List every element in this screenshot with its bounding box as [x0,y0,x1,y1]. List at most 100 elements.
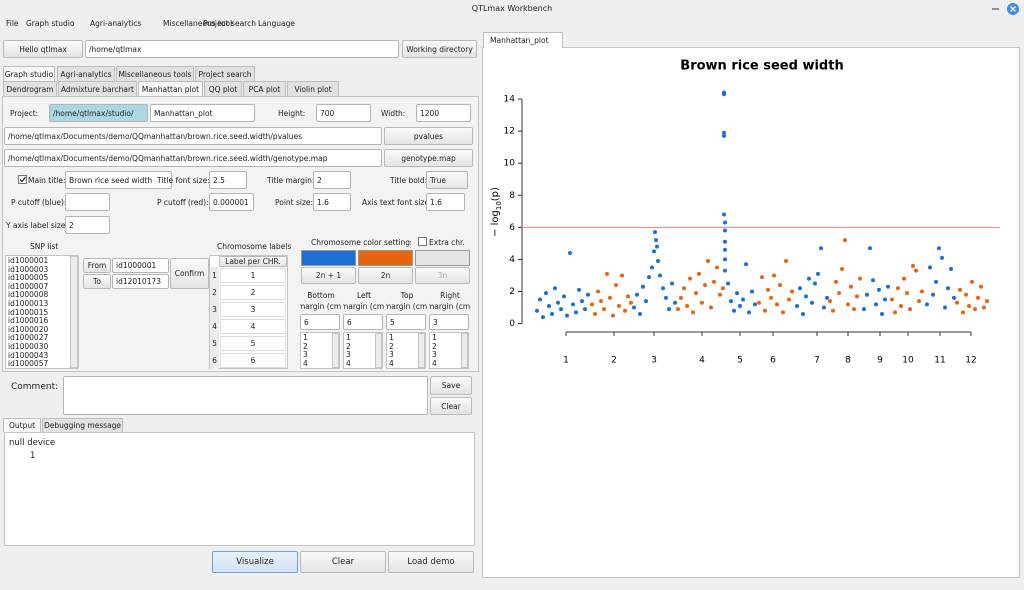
from-input[interactable]: id1000001 [112,258,169,273]
output-tab[interactable]: Debugging message [42,418,123,432]
y-tick-label: 2 [509,287,515,297]
point [914,269,918,273]
project-path[interactable]: /home/qtlmax/studio/ [49,104,148,122]
point [535,309,539,313]
option-input[interactable]: 0.000001 [209,193,254,211]
file-button[interactable]: pvalues [384,127,473,145]
y-label-part: (p) [490,187,501,201]
margin-input[interactable]: 6 [343,314,383,330]
point [647,275,651,279]
comment-input[interactable] [63,376,428,415]
x-tick-label: 9 [877,356,883,366]
to-button[interactable]: To [83,274,111,289]
action-button[interactable]: Clear [300,551,386,573]
clear-button[interactable]: Clear [430,397,472,415]
sub-tab[interactable]: Dendrogram [3,81,57,96]
label-cell[interactable]: 3 [220,302,286,317]
from-button[interactable]: From [83,258,111,273]
point [917,299,921,303]
margin-item[interactable]: 4 [346,359,371,368]
width-input[interactable]: 1200 [416,104,471,122]
main-tab[interactable]: Graph studio [3,66,55,81]
menu-item[interactable]: Agri-analytics [90,17,160,30]
action-button[interactable]: Visualize [212,551,298,573]
file-button[interactable]: genotype.map [384,149,473,167]
color-swatch[interactable] [415,250,470,266]
point [700,301,704,305]
margin-item[interactable]: 4 [303,359,328,368]
point [661,286,665,290]
sub-tab[interactable]: QQ plot [204,81,242,96]
color-swatch[interactable] [301,250,356,266]
label-cell[interactable]: 6 [220,353,286,368]
point [828,299,832,303]
color-button[interactable]: 2n [358,267,413,284]
point [911,264,915,268]
point [723,229,727,233]
sub-tab[interactable]: Manhattan plot [138,81,203,96]
confirm-button[interactable]: Confirm [170,258,209,289]
sub-tab[interactable]: Violin plot [287,81,339,96]
path-input[interactable]: /home/qtlmax [85,40,399,58]
margin-input[interactable]: 5 [386,314,426,330]
option-input[interactable]: 2 [313,171,351,189]
main-tab[interactable]: Miscellaneous tools [116,66,194,81]
file-path[interactable]: /home/qtlmax/Documents/demo/QQmanhattan/… [4,149,382,167]
color-button[interactable]: 3n [415,267,470,284]
color-swatch[interactable] [358,250,413,266]
height-input[interactable]: 700 [316,104,371,122]
menu-item[interactable]: Language [258,17,328,30]
action-button[interactable]: Load demo [388,551,474,573]
margin-label: margin (cm) [386,301,428,311]
point [632,306,636,310]
select[interactable]: True [426,171,468,189]
sub-tab[interactable]: Admixture barchart [58,81,137,96]
point [729,299,733,303]
label-cell[interactable]: 5 [220,336,286,351]
sub-tab[interactable]: PCA plot [243,81,286,96]
option-input[interactable]: 2.5 [209,171,247,189]
y-axis-label: − log10(p) [490,187,503,237]
main-tab[interactable]: Agri-analytics [57,66,115,81]
color-button[interactable]: 2n + 1 [301,267,356,284]
point [753,302,757,306]
to-input[interactable]: id12010173 [112,274,169,289]
point [667,307,671,311]
margin-item[interactable]: 4 [432,359,457,368]
margin-input[interactable]: 3 [429,314,469,330]
point [961,310,965,314]
option-input[interactable] [65,193,110,211]
output-tab[interactable]: Output [3,418,41,432]
option-input[interactable]: 2 [65,216,110,234]
point [626,294,630,298]
hello-button[interactable]: Hello qtlmax [3,40,83,58]
project-name[interactable]: Manhattan_plot [150,104,255,122]
point [772,273,776,277]
option-input[interactable]: 1.6 [313,193,351,211]
plot-tab[interactable]: Manhattan_plot [483,32,563,48]
checkbox[interactable] [19,176,27,184]
label-cell[interactable]: 1 [220,268,286,283]
margin-item[interactable]: 4 [389,359,414,368]
margin-input[interactable]: 6 [300,314,340,330]
output-line: 1 [30,450,70,461]
workdir-button[interactable]: Working directory [402,40,477,58]
snp-item[interactable]: id1000057 [8,359,70,368]
row-header: 4 [210,318,219,335]
checkbox[interactable] [419,238,427,246]
margin-label: Left [343,290,385,300]
label-cell[interactable]: 4 [220,319,286,334]
option-input[interactable]: 1.6 [426,193,465,211]
main-tab[interactable]: Project search [195,66,255,81]
point [807,277,811,281]
label-cell[interactable]: 2 [220,285,286,300]
point [715,265,719,269]
point [670,281,674,285]
save-button[interactable]: Save [430,376,472,395]
point [608,296,612,300]
menu-item[interactable]: Graph studio [26,17,96,30]
point [880,312,884,316]
option-input[interactable]: Brown rice seed width [65,171,172,189]
manhattan-chart: Brown rice seed width − log10(p) 0246810… [484,49,1018,576]
file-path[interactable]: /home/qtlmax/Documents/demo/QQmanhattan/… [4,127,382,145]
